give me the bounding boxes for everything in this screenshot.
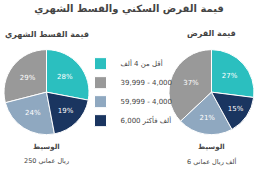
svg-text:19%: 19% xyxy=(58,107,74,115)
svg-text:قيمة القسط الشهري: قيمة القسط الشهري xyxy=(5,30,89,39)
svg-text:24%: 24% xyxy=(25,109,41,117)
svg-text:250 ريال عماني: 250 ريال عماني xyxy=(24,157,69,165)
svg-text:أقل من 4 ألف: أقل من 4 ألف xyxy=(121,59,163,68)
svg-text:15%: 15% xyxy=(228,105,244,113)
svg-text:39,999 - 4,000: 39,999 - 4,000 xyxy=(121,79,173,87)
svg-text:الوسيط: الوسيط xyxy=(33,143,60,151)
svg-text:قيمة القرض: قيمة القرض xyxy=(187,29,236,39)
svg-text:28%: 28% xyxy=(57,73,73,81)
svg-text:6 ألف ريال عماني: 6 ألف ريال عماني xyxy=(187,157,237,166)
svg-text:37%: 37% xyxy=(183,79,199,87)
svg-text:29%: 29% xyxy=(20,74,36,82)
svg-text:قيمة القرض السكني والقسط الشهر: قيمة القرض السكني والقسط الشهري xyxy=(34,3,224,15)
svg-text:الوسيط: الوسيط xyxy=(198,143,225,151)
svg-text:21%: 21% xyxy=(199,114,215,122)
svg-text:59,999 - 4,000: 59,999 - 4,000 xyxy=(121,98,173,106)
svg-text:6,000 ألف فأكثر: 6,000 ألف فأكثر xyxy=(121,115,172,125)
svg-text:27%: 27% xyxy=(222,72,238,80)
